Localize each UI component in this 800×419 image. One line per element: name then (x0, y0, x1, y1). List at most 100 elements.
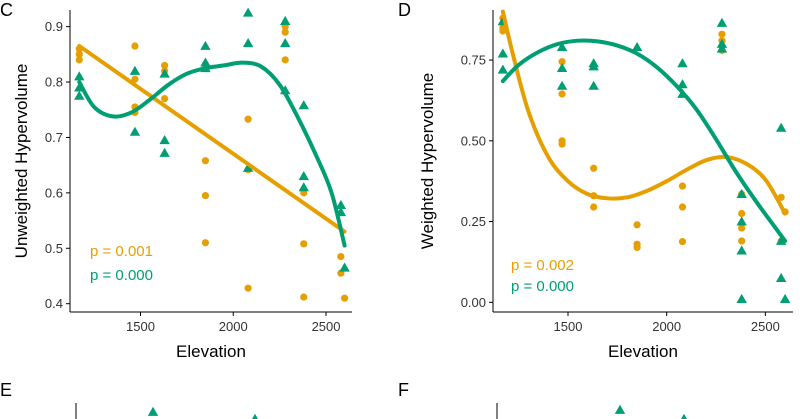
green-triangle-point (736, 216, 747, 226)
green-triangle-point (736, 245, 747, 255)
p-value-orange: p = 0.001 (90, 243, 153, 260)
x-tick-label: 2500 (312, 319, 341, 334)
green-triangle-point (775, 122, 787, 132)
orange-point (633, 243, 641, 252)
green-triangle-point (736, 188, 747, 199)
orange-point (75, 50, 83, 58)
y-tick-label: 0.75 (461, 53, 486, 68)
green-triangle-point (129, 126, 141, 136)
x-axis-title: Elevation (176, 342, 246, 361)
green-triangle-point (736, 293, 747, 303)
p-value-green: p = 0.000 (90, 267, 153, 284)
orange-point (131, 75, 139, 83)
orange-point (678, 203, 687, 211)
y-tick-label: 0.4 (45, 296, 63, 311)
panel-label-d: D (398, 0, 411, 20)
orange-point (75, 56, 83, 64)
orange-point (201, 192, 210, 200)
orange-point (281, 56, 289, 64)
y-tick-label: 0.5 (45, 241, 63, 256)
y-axis-title: Unweighted Hypervolume (12, 64, 31, 259)
orange-point (678, 182, 687, 190)
x-axis-title: Elevation (608, 342, 678, 361)
orange-fit-line (77, 44, 347, 234)
orange-point (300, 293, 308, 301)
orange-point (558, 90, 566, 98)
green-triangle-point (280, 15, 291, 25)
green-triangle-point (252, 413, 258, 419)
green-triangle-point (556, 62, 568, 73)
orange-point (499, 27, 507, 35)
orange-point (738, 209, 746, 218)
x-tick-label: 2500 (751, 319, 780, 334)
orange-point (161, 95, 169, 103)
orange-point (590, 164, 598, 172)
orange-point (281, 28, 289, 36)
panel-label-e: E (0, 380, 12, 400)
x-tick-label: 1500 (554, 319, 583, 334)
green-triangle-point (614, 404, 626, 414)
green-triangle-point (298, 182, 309, 192)
green-fit-line (500, 38, 788, 243)
y-tick-label: 0.25 (461, 214, 486, 229)
y-tick-label: 0.8 (45, 75, 63, 90)
p-value-green: p = 0.000 (511, 278, 574, 295)
green-triangle-point (588, 61, 599, 71)
green-triangle-point (779, 293, 791, 303)
orange-point (161, 61, 169, 70)
orange-point (678, 237, 687, 246)
y-tick-label: 0.7 (45, 130, 63, 145)
orange-point (244, 284, 252, 292)
green-triangle-point (716, 38, 728, 48)
green-triangle-point (74, 71, 85, 81)
green-triangle-point (200, 57, 211, 67)
green-triangle-point (242, 38, 254, 48)
green-triangle-point (242, 162, 254, 172)
x-tick-label: 2000 (219, 319, 248, 334)
y-tick-label: 0.6 (45, 185, 63, 200)
y-tick-label: 0.50 (461, 133, 486, 148)
green-triangle-point (159, 135, 170, 145)
green-triangle-point (556, 41, 568, 52)
green-triangle-point (588, 80, 599, 90)
green-triangle-point (200, 40, 211, 50)
orange-point (738, 237, 746, 245)
green-triangle-point (129, 65, 141, 75)
green-triangle-point (159, 147, 170, 157)
panel-label-f: F (398, 380, 409, 400)
green-fit-line (77, 60, 347, 248)
green-triangle-point (298, 171, 309, 181)
orange-point (340, 294, 349, 302)
orange-point (131, 42, 139, 50)
green-triangle-point (335, 199, 347, 209)
green-triangle-point (775, 235, 787, 245)
orange-point (738, 224, 746, 232)
green-triangle-point (159, 68, 170, 78)
green-triangle-point (677, 79, 688, 89)
green-triangle-point (631, 41, 643, 52)
green-triangle-point (681, 413, 687, 419)
p-value-orange: p = 0.002 (511, 257, 574, 274)
green-triangle-point (556, 80, 568, 90)
panel-label-c: C (0, 0, 13, 20)
green-triangle-point (339, 262, 350, 272)
orange-fit-line (500, 9, 788, 216)
green-triangle-point (280, 38, 291, 48)
orange-point (244, 115, 252, 123)
orange-point (201, 157, 210, 165)
y-axis-title: Weighted Hypervolume (418, 73, 437, 249)
orange-point (558, 140, 566, 148)
green-triangle-point (497, 48, 509, 58)
green-triangle-point (497, 64, 509, 74)
orange-point (558, 58, 566, 66)
green-triangle-point (298, 100, 309, 110)
orange-point (337, 252, 345, 261)
green-triangle-point (716, 43, 728, 53)
green-triangle-point (716, 17, 728, 27)
green-triangle-point (242, 7, 254, 17)
x-tick-label: 2000 (652, 319, 681, 334)
orange-point (201, 239, 210, 247)
orange-point (590, 203, 598, 211)
x-tick-label: 1500 (126, 319, 155, 334)
